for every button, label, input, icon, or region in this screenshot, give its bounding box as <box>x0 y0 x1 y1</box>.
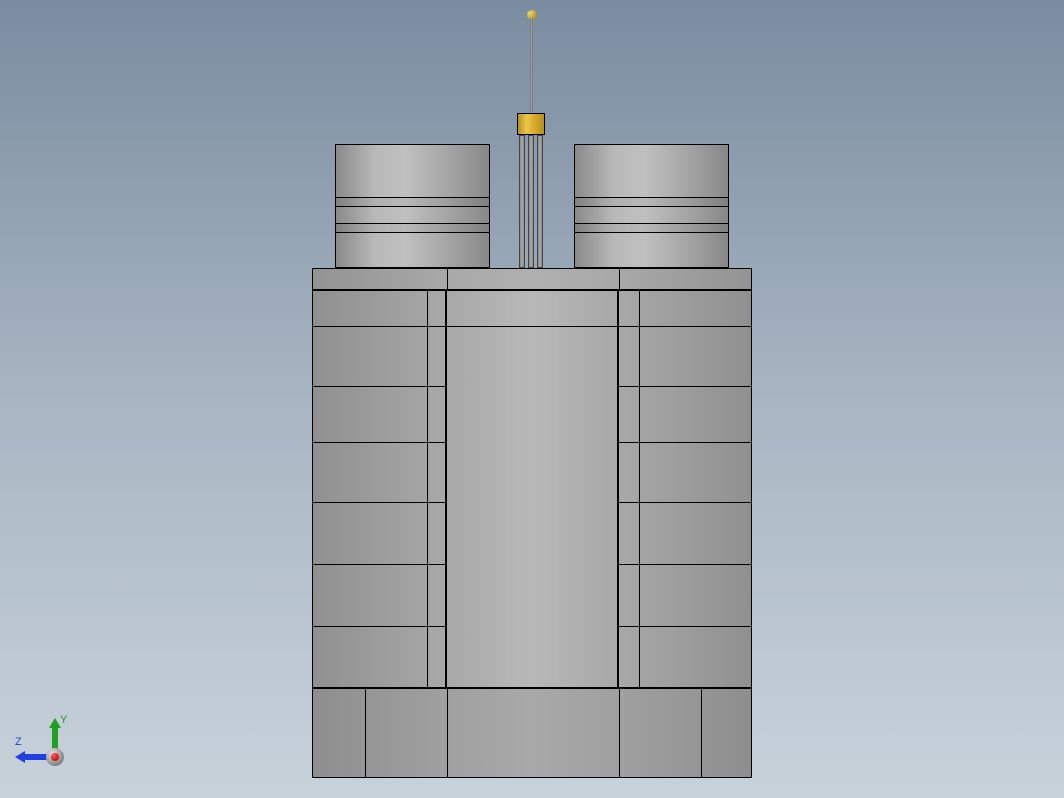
antenna-rod <box>530 18 533 113</box>
left-cylinder <box>335 144 490 268</box>
antenna-cap <box>517 113 545 135</box>
support-rods <box>519 135 544 268</box>
x-axis-dot <box>51 753 59 761</box>
top-bar <box>312 268 752 290</box>
z-axis-head <box>15 751 25 763</box>
right-side-panel <box>618 290 752 688</box>
model-container <box>312 0 752 798</box>
left-side-panel <box>312 290 446 688</box>
cad-viewport[interactable]: Z Y <box>0 0 1064 798</box>
z-axis-label: Z <box>15 736 22 748</box>
center-panel <box>446 290 618 688</box>
axis-triad[interactable]: Z Y <box>15 708 85 778</box>
y-axis-label: Y <box>60 714 67 726</box>
base-section <box>312 688 752 778</box>
right-cylinder <box>574 144 729 268</box>
